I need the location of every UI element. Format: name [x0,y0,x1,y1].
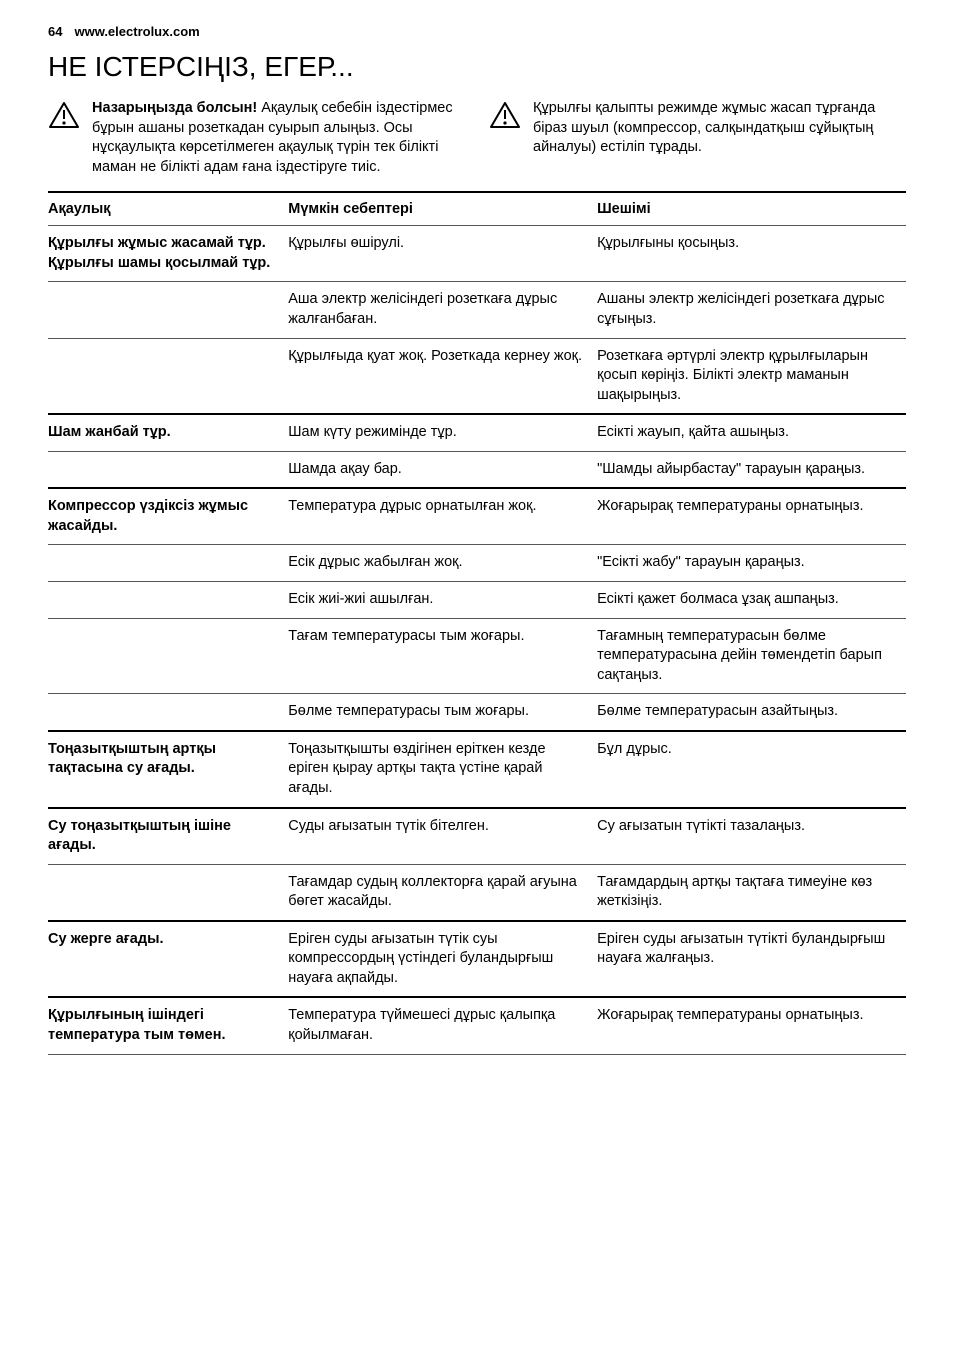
cell-problem [48,618,288,694]
cell-problem: Құрылғының ішіндегі температура тым төме… [48,997,288,1054]
table-row: Су тоңазытқыштың ішіне ағады.Суды ағызат… [48,808,906,865]
cell-solution: Ашаны электр желісіндегі розеткаға дұрыс… [597,282,906,338]
warning-block: Назарыңызда болсын! Ақаулық себебін ізде… [48,99,465,177]
cell-solution: Жоғарырақ температураны орнатыңыз. [597,997,906,1054]
warning-block: Құрылғы қалыпты режимде жұмыс жасап тұрғ… [489,99,906,177]
cell-problem: Су тоңазытқыштың ішіне ағады. [48,808,288,865]
table-row: Су жерге ағады.Еріген суды ағызатын түті… [48,921,906,998]
table-row: Тағамдар судың коллекторға қарай ағуына … [48,864,906,921]
cell-cause: Бөлме температурасы тым жоғары. [288,694,597,731]
table-row: Бөлме температурасы тым жоғары.Бөлме тем… [48,694,906,731]
cell-problem [48,451,288,488]
cell-cause: Аша электр желісіндегі розеткаға дұрыс ж… [288,282,597,338]
page-number: 64 [48,24,62,39]
table-row: Шам жанбай тұр.Шам күту режимінде тұр.Ес… [48,414,906,451]
cell-problem: Компрессор үздіксіз жұмыс жасайды. [48,488,288,545]
cell-problem [48,545,288,582]
site-url: www.electrolux.com [74,24,199,39]
cell-solution: Құрылғыны қосыңыз. [597,226,906,282]
cell-cause: Құрылғы өшірулі. [288,226,597,282]
warning-text: Құрылғы қалыпты режимде жұмыс жасап тұрғ… [533,99,906,177]
page-title: НЕ ІСТЕРСІҢІЗ, ЕГЕР... [0,43,954,99]
cell-solution: Тағамның температурасын бөлме температур… [597,618,906,694]
table-row: Есік жиі-жиі ашылған.Есікті қажет болмас… [48,582,906,619]
cell-cause: Тоңазытқышты өздігінен еріткен кезде ері… [288,731,597,808]
cell-solution: Су ағызатын түтікті тазалаңыз. [597,808,906,865]
table-row: Құрылғының ішіндегі температура тым төме… [48,997,906,1054]
table-row: Тағам температурасы тым жоғары.Тағамның … [48,618,906,694]
troubleshoot-table: Ақаулық Мүмкін себептері Шешімі Құрылғы … [48,191,906,1054]
table-row: Құрылғыда қуат жоқ. Розеткада кернеу жоқ… [48,338,906,414]
cell-solution: Тағамдардың артқы тақтаға тимеуіне көз ж… [597,864,906,921]
cell-solution: Есікті қажет болмаса ұзақ ашпаңыз. [597,582,906,619]
cell-solution: Бұл дұрыс. [597,731,906,808]
cell-cause: Шамда ақау бар. [288,451,597,488]
warning-icon [489,99,521,177]
cell-cause: Температура дұрыс орнатылған жоқ. [288,488,597,545]
table-row: Шамда ақау бар."Шамды айырбастау" тарауы… [48,451,906,488]
th-cause: Мүмкін себептері [288,192,597,226]
table-row: Құрылғы жұмыс жасамай тұр. Құрылғы шамы … [48,226,906,282]
table-header-row: Ақаулық Мүмкін себептері Шешімі [48,192,906,226]
cell-problem: Тоңазытқыштың артқы тақтасына су ағады. [48,731,288,808]
cell-solution: "Есікті жабу" тарауын қараңыз. [597,545,906,582]
cell-cause: Тағамдар судың коллекторға қарай ағуына … [288,864,597,921]
cell-cause: Шам күту режимінде тұр. [288,414,597,451]
warning-text: Назарыңызда болсын! Ақаулық себебін ізде… [92,99,465,177]
cell-problem: Құрылғы жұмыс жасамай тұр. Құрылғы шамы … [48,226,288,282]
warning-title: Назарыңызда болсын! [92,100,257,116]
table-row: Компрессор үздіксіз жұмыс жасайды.Темпер… [48,488,906,545]
warning-icon [48,99,80,177]
warning-body: Құрылғы қалыпты режимде жұмыс жасап тұрғ… [533,100,875,155]
cell-solution: Жоғарырақ температураны орнатыңыз. [597,488,906,545]
cell-problem [48,582,288,619]
th-solution: Шешімі [597,192,906,226]
cell-cause: Есік дұрыс жабылған жоқ. [288,545,597,582]
cell-problem [48,694,288,731]
table-body: Құрылғы жұмыс жасамай тұр. Құрылғы шамы … [48,226,906,1054]
cell-problem [48,338,288,414]
th-problem: Ақаулық [48,192,288,226]
cell-problem: Шам жанбай тұр. [48,414,288,451]
cell-solution: Розеткаға әртүрлі электр құрылғыларын қо… [597,338,906,414]
cell-problem: Су жерге ағады. [48,921,288,998]
cell-cause: Құрылғыда қуат жоқ. Розеткада кернеу жоқ… [288,338,597,414]
table-row: Тоңазытқыштың артқы тақтасына су ағады.Т… [48,731,906,808]
cell-solution: "Шамды айырбастау" тарауын қараңыз. [597,451,906,488]
cell-cause: Тағам температурасы тым жоғары. [288,618,597,694]
cell-cause: Температура түймешесі дұрыс қалыпқа қойы… [288,997,597,1054]
cell-cause: Еріген суды ағызатын түтік суы компрессо… [288,921,597,998]
cell-problem [48,864,288,921]
cell-cause: Есік жиі-жиі ашылған. [288,582,597,619]
table-row: Аша электр желісіндегі розеткаға дұрыс ж… [48,282,906,338]
cell-solution: Есікті жауып, қайта ашыңыз. [597,414,906,451]
table-row: Есік дұрыс жабылған жоқ."Есікті жабу" та… [48,545,906,582]
page-header: 64 www.electrolux.com [0,0,954,43]
cell-solution: Бөлме температурасын азайтыңыз. [597,694,906,731]
cell-cause: Суды ағызатын түтік бітелген. [288,808,597,865]
cell-problem [48,282,288,338]
warnings-row: Назарыңызда болсын! Ақаулық себебін ізде… [0,99,954,191]
cell-solution: Еріген суды ағызатын түтікті буландырғыш… [597,921,906,998]
